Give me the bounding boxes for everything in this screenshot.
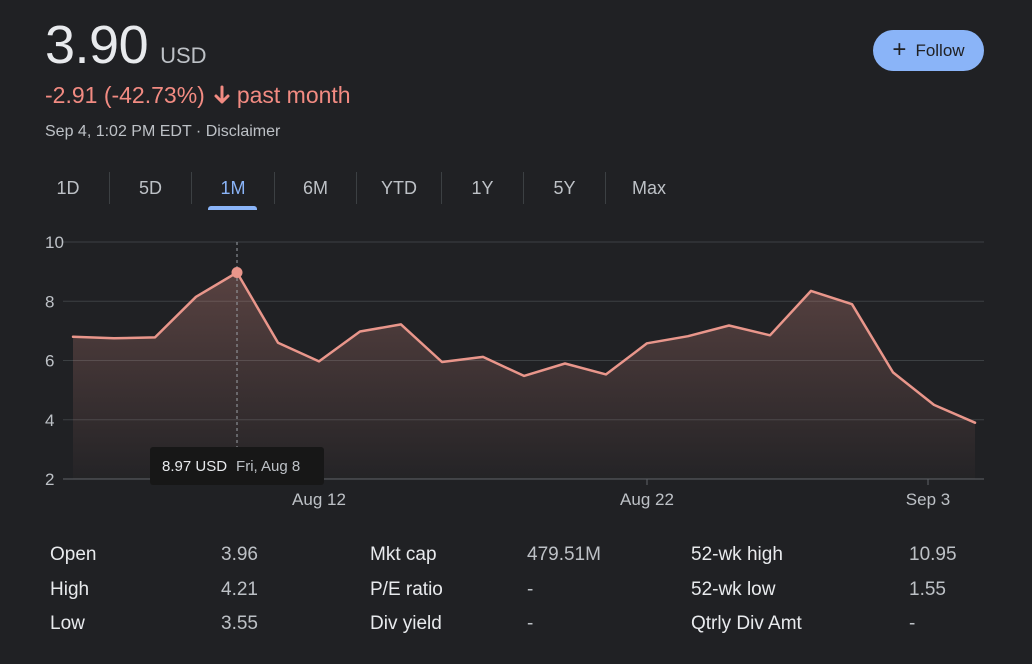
stat-value: 4.21 [221,578,258,600]
tab-ytd[interactable]: YTD [381,178,417,198]
price-line [71,271,977,424]
stat-value: 3.55 [221,613,258,634]
stat-row: Qtrly Div Amt - [691,609,991,644]
tab-max[interactable]: Max [631,178,666,198]
stat-label: 52-wk low [691,578,776,600]
stat-row: Open 3.96 [50,540,280,575]
stat-value: 10.95 [909,544,957,565]
tab-1d[interactable]: 1D [56,178,80,198]
stat-label: Div yield [370,613,442,634]
tooltip-date: Fri, Aug 8 [236,457,301,475]
stat-row: High 4.21 [50,575,280,610]
price-header: 3.90 USD [45,14,207,76]
tooltip-price: 8.97 USD [162,457,228,475]
stat-value: - [527,613,534,634]
range-tabs: 1D 5D 1M 6M YTD 1Y 5Y Max [27,170,692,210]
tab-1m[interactable]: 1M [192,170,274,210]
arrow-down-icon [213,85,231,105]
stat-row: 52-wk high 10.95 [691,540,991,575]
stat-label: P/E ratio [370,578,443,600]
y-tick-label: 4 [45,411,54,430]
tab-divider [191,172,192,204]
tab-divider [605,172,606,204]
chart-tooltip: 8.97 USD Fri, Aug 8 [150,447,324,485]
price-chart[interactable]: 10 8 6 4 2 Aug 12 Aug 22 Sep 3 [0,225,1032,525]
price-change: -2.91 (-42.73%) past month [45,80,351,110]
tab-divider [109,172,110,204]
stat-value: 1.55 [909,578,946,600]
stat-row: Mkt cap 479.51M [370,540,630,575]
change-value: -2.91 (-42.73%) [45,82,205,108]
y-tick-label: 8 [45,292,54,311]
stat-row: Low 3.55 [50,609,280,644]
stat-row: 52-wk low 1.55 [691,575,991,610]
stats-column-1: Open 3.96 High 4.21 Low 3.55 [50,540,280,644]
follow-button[interactable]: + Follow [873,30,984,71]
plus-icon: + [892,35,907,63]
tab-divider [441,172,442,204]
stat-label: Open [50,544,97,565]
tab-5y[interactable]: 5Y [553,178,576,198]
current-price: 3.90 [45,15,149,75]
highlight-point [231,267,243,279]
meta-separator: · [195,123,202,140]
stat-value: 479.51M [527,544,601,565]
stat-label: Low [50,613,85,634]
stat-label: High [50,578,90,600]
follow-label: Follow [915,40,965,60]
y-tick-label: 6 [45,352,54,371]
tab-6m[interactable]: 6M [302,178,328,198]
x-tick-label: Sep 3 [906,490,950,509]
stat-label: Mkt cap [370,544,437,565]
y-tick-label: 2 [45,470,54,489]
currency-label: USD [160,43,207,68]
tab-1y[interactable]: 1Y [471,178,494,198]
x-tick-label: Aug 22 [620,490,674,509]
tab-divider [356,172,357,204]
change-period: past month [236,82,351,108]
stat-row: Div yield - [370,609,630,644]
stat-label: 52-wk high [691,544,783,565]
quote-meta: Sep 4, 1:02 PM EDT · Disclaimer [45,123,280,141]
tab-divider [274,172,275,204]
stat-value: - [527,578,534,600]
stat-value: 3.96 [221,544,258,565]
stats-column-2: Mkt cap 479.51M P/E ratio - Div yield - [370,540,630,644]
tab-5d[interactable]: 5D [138,178,162,198]
y-tick-label: 10 [45,233,64,252]
disclaimer-link[interactable]: Disclaimer [205,123,281,140]
timestamp: Sep 4, 1:02 PM EDT [45,123,192,140]
x-tick-label: Aug 12 [292,490,346,509]
stat-label: Qtrly Div Amt [691,613,802,634]
area-fill [73,272,975,479]
stat-value: - [909,613,916,634]
stat-row: P/E ratio - [370,575,630,610]
tab-divider [523,172,524,204]
stats-column-3: 52-wk high 10.95 52-wk low 1.55 Qtrly Di… [691,540,991,644]
